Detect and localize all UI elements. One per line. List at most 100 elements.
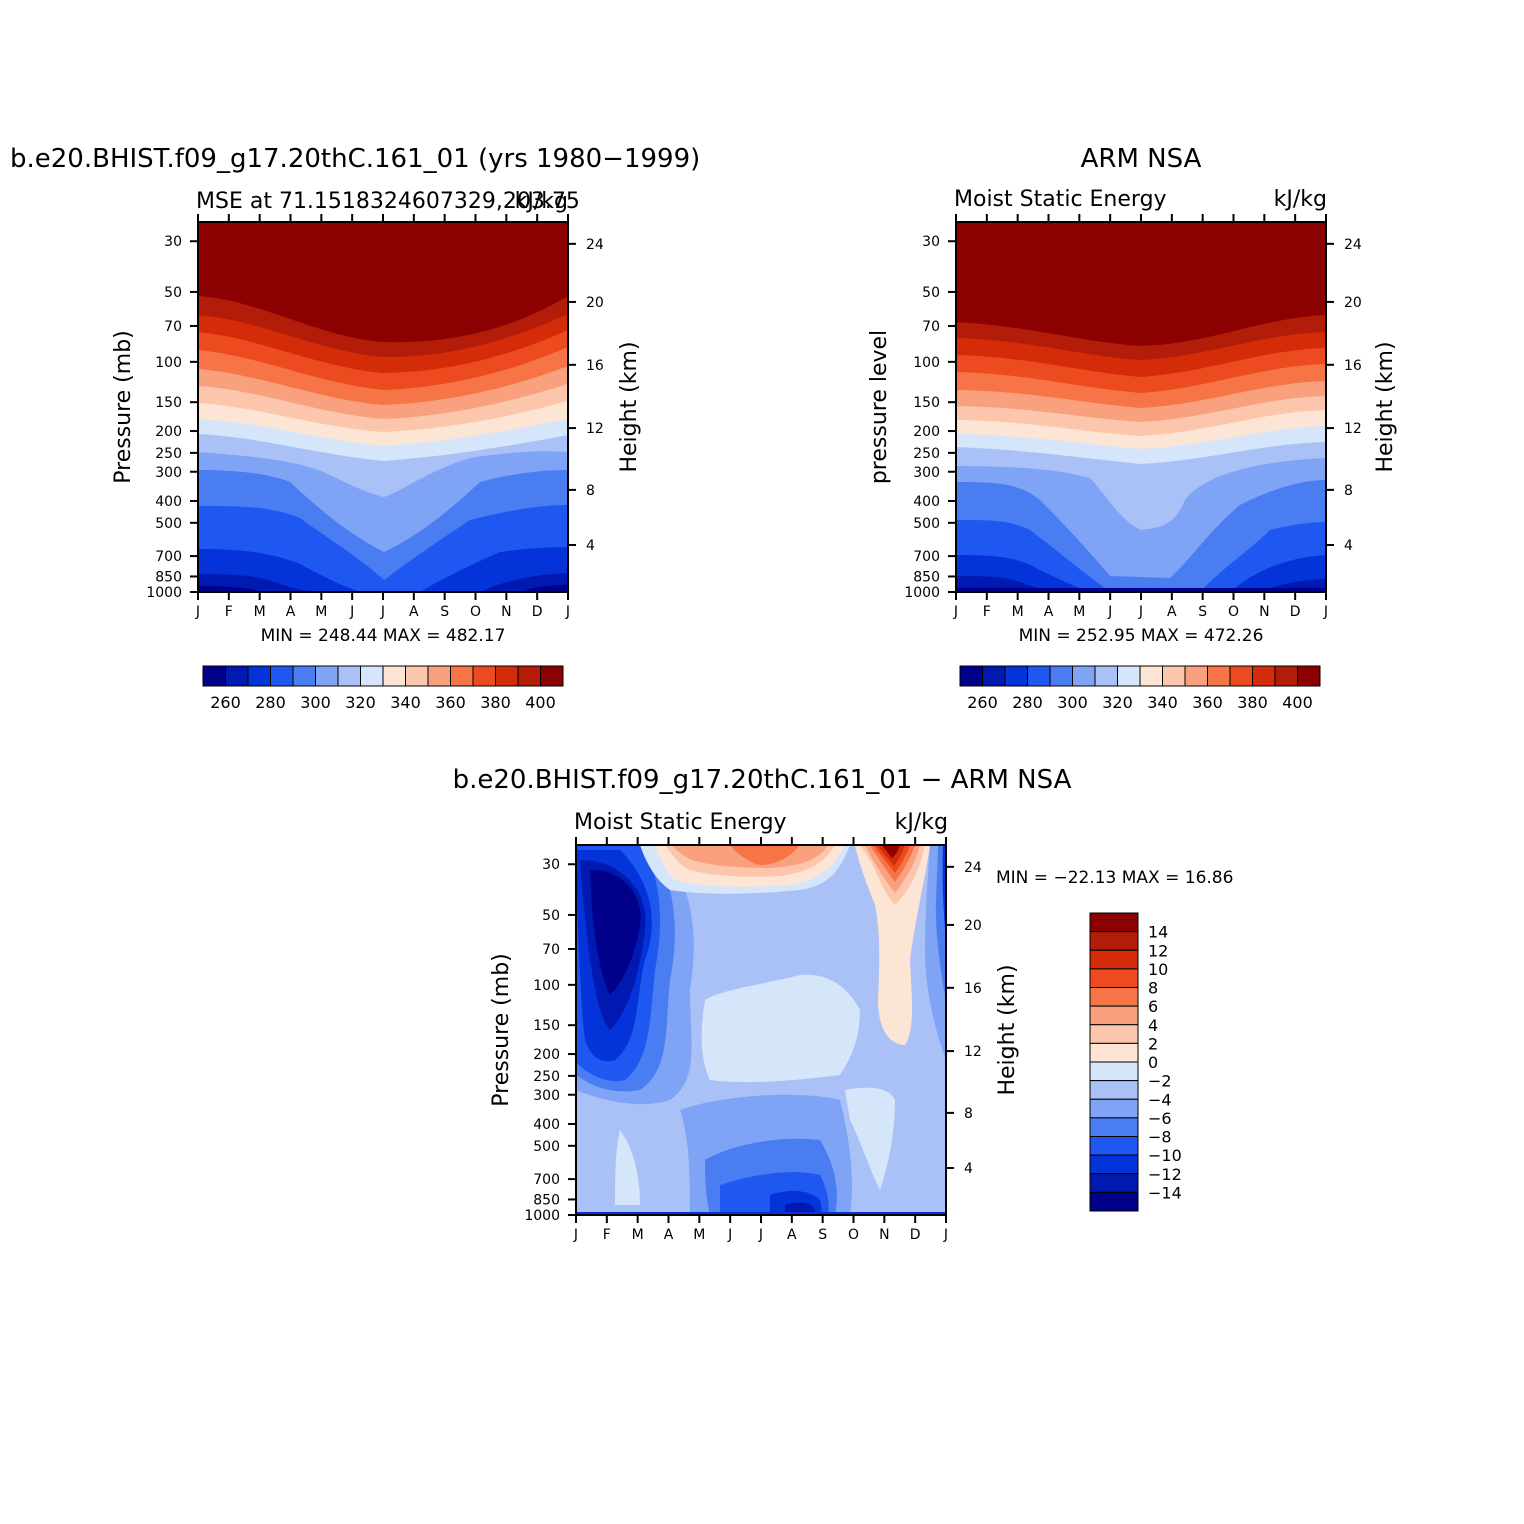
y-tick-label: 100 [913, 355, 940, 371]
x-tick-label: M [1012, 604, 1024, 620]
panel-obs-subtitle-left: Moist Static Energy [954, 187, 1167, 212]
colorbar-box [247, 665, 271, 687]
colorbar-box [540, 665, 564, 687]
colorbar-box [1089, 1173, 1139, 1193]
x-tick-label: A [1044, 604, 1054, 620]
colorbar-label: 400 [525, 693, 556, 712]
x-tick-label: S [818, 1227, 827, 1243]
x-tick-label: S [1198, 604, 1207, 620]
x-tick-label: O [1228, 604, 1239, 620]
panel-diff-ylabel: Pressure (mb) [489, 953, 514, 1107]
colorbar-box [405, 665, 429, 687]
y-right-tick-label: 8 [964, 1106, 973, 1122]
colorbar-label: 320 [1102, 693, 1133, 712]
panel-diff-subtitle-right: kJ/kg [895, 810, 948, 835]
y-tick-label: 200 [155, 424, 182, 440]
x-tick-label: N [501, 604, 511, 620]
y-tick-label: 30 [542, 857, 560, 873]
colorbar-label: −4 [1148, 1090, 1172, 1109]
panel-obs-field [956, 222, 1326, 592]
colorbar-box [495, 665, 519, 687]
x-tick-label: M [315, 604, 327, 620]
y-right-tick-label: 12 [586, 421, 604, 437]
colorbar-box [1089, 1154, 1139, 1175]
y-right-tick-label: 24 [1344, 237, 1362, 253]
x-tick-label: J [380, 604, 385, 620]
colorbar-box [1184, 665, 1208, 687]
colorbar-label: 10 [1148, 960, 1168, 979]
y-tick-label: 70 [922, 319, 940, 335]
x-tick-label: N [879, 1227, 889, 1243]
colorbar-label: −10 [1148, 1146, 1182, 1165]
x-tick-label: D [1290, 604, 1301, 620]
y-right-tick-label: 16 [1344, 358, 1362, 374]
colorbar-box [1089, 1117, 1139, 1137]
colorbar-box [1089, 912, 1139, 933]
panel-obs-title: ARM NSA [1081, 144, 1202, 174]
y-tick-label: 400 [533, 1117, 560, 1133]
x-tick-label: J [1138, 604, 1143, 620]
y-right-tick-label: 16 [586, 358, 604, 374]
colorbar-box [959, 665, 983, 687]
y-tick-label: 70 [164, 319, 182, 335]
x-tick-label: J [1323, 604, 1328, 620]
x-tick-label: J [943, 1227, 948, 1243]
colorbar-label: 360 [435, 693, 466, 712]
y-tick-label: 100 [533, 978, 560, 994]
panel-model-subtitle-left: MSE at 71.1518324607329,203.75 [196, 189, 580, 214]
colorbar-box [1089, 1061, 1139, 1082]
panel-model-ylabel-right: Height (km) [617, 341, 642, 472]
colorbar-label: 300 [300, 693, 331, 712]
colorbar-box [1207, 665, 1231, 687]
colorbar-box [472, 665, 496, 687]
colorbar-label: 14 [1148, 923, 1168, 942]
panel-model-ylabel: Pressure (mb) [111, 330, 136, 484]
y-right-tick-label: 16 [964, 981, 982, 997]
y-tick-label: 100 [155, 355, 182, 371]
colorbar-label: 340 [1147, 693, 1178, 712]
y-tick-label: 500 [913, 516, 940, 532]
y-tick-label: 400 [913, 494, 940, 510]
y-tick-label: 1000 [146, 585, 182, 601]
y-tick-label: 400 [155, 494, 182, 510]
y-tick-label: 50 [542, 908, 560, 924]
y-tick-label: 850 [533, 1192, 560, 1208]
panel-model: b.e20.BHIST.f09_g17.20thC.161_01 (yrs 19… [10, 144, 700, 712]
y-right-tick-label: 20 [964, 918, 982, 934]
y-right-tick-label: 8 [1344, 483, 1353, 499]
y-right-tick-label: 20 [1344, 295, 1362, 311]
colorbar-box [270, 665, 294, 687]
colorbar-label: 0 [1148, 1053, 1158, 1072]
y-tick-label: 700 [913, 549, 940, 565]
colorbar-box [1089, 1080, 1139, 1100]
colorbar-label: −8 [1148, 1128, 1172, 1147]
y-tick-label: 1000 [904, 585, 940, 601]
colorbar-box [1004, 665, 1028, 687]
y-tick-label: 850 [913, 569, 940, 585]
x-tick-label: M [1073, 604, 1085, 620]
y-right-tick-label: 4 [1344, 538, 1353, 554]
y-tick-label: 200 [533, 1047, 560, 1063]
y-right-tick-label: 12 [1344, 421, 1362, 437]
colorbar-label: −14 [1148, 1183, 1182, 1202]
y-tick-label: 250 [155, 446, 182, 462]
panel-model-field [198, 222, 568, 592]
colorbar-label: 260 [967, 693, 998, 712]
colorbar-box [1089, 987, 1139, 1007]
colorbar-box [292, 665, 316, 687]
panel-diff-field [576, 845, 946, 1215]
y-tick-label: 150 [155, 395, 182, 411]
colorbar-box [1089, 949, 1139, 970]
colorbar-box [360, 665, 384, 687]
y-right-tick-label: 4 [964, 1161, 973, 1177]
colorbar-box [1139, 665, 1163, 687]
x-tick-label: J [573, 1227, 578, 1243]
panel-obs: ARM NSA Moist Static Energy kJ/kg J F M A M J… [867, 144, 1398, 712]
x-tick-label: S [440, 604, 449, 620]
colorbar-label: 280 [255, 693, 286, 712]
colorbar-box [225, 665, 249, 687]
colorbar-box [1252, 665, 1276, 687]
colorbar-label: 8 [1148, 979, 1158, 998]
colorbar-box [1089, 1042, 1139, 1063]
x-tick-label: M [693, 1227, 705, 1243]
